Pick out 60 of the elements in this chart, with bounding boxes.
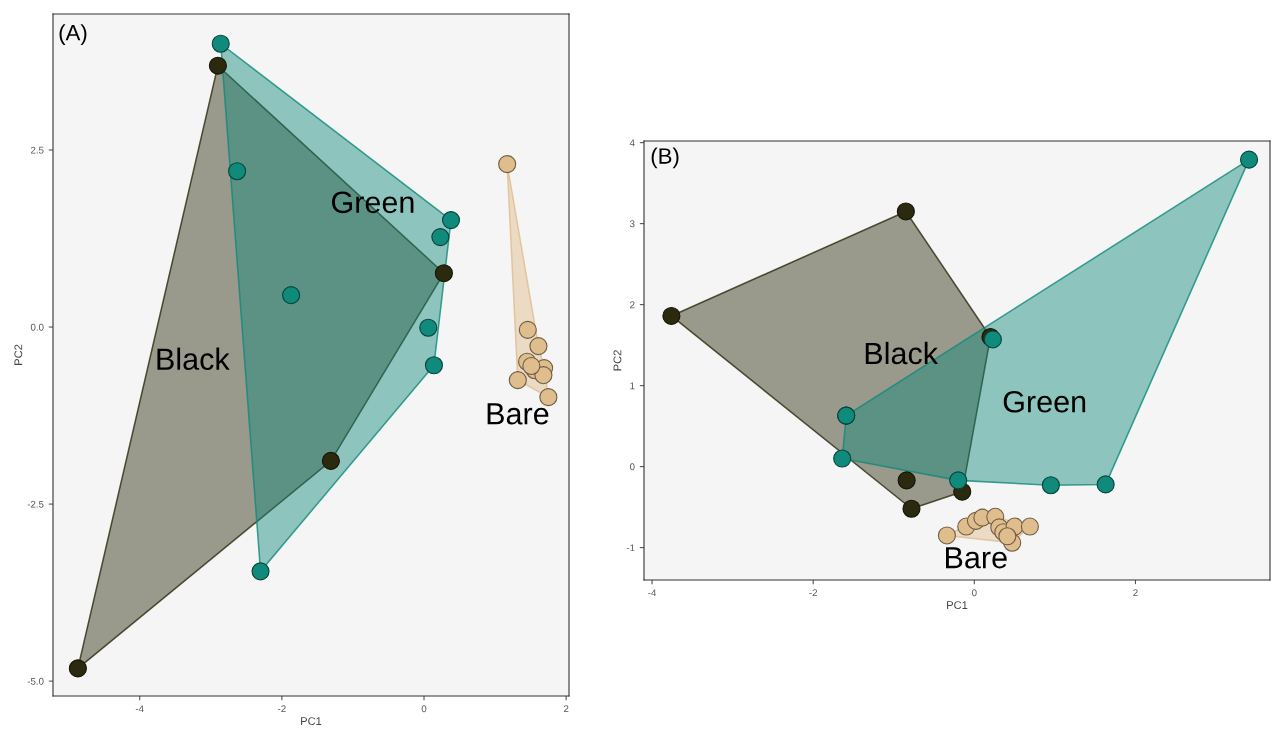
- y-tick-label: 1: [630, 382, 635, 390]
- point: [282, 286, 301, 305]
- y-tick-label: 4: [629, 139, 635, 147]
- x-tick-label: -2: [277, 705, 286, 713]
- y-tick-label: -5.0: [27, 677, 44, 685]
- x-tick-label: 2: [563, 705, 569, 713]
- y-tick-label: -1: [626, 544, 635, 552]
- y-tick-label: 3: [629, 220, 635, 228]
- y-axis-title: PC2: [14, 344, 23, 365]
- annotation: Green: [332, 191, 414, 214]
- annotation: Green: [1003, 390, 1086, 413]
- y-axis-title: PC2: [613, 350, 622, 371]
- x-tick-label: -4: [135, 705, 144, 713]
- y-tick-label: 0: [629, 463, 635, 471]
- point: [949, 471, 968, 490]
- point: [529, 337, 548, 356]
- point: [424, 356, 444, 375]
- x-tick-label: 0: [972, 589, 977, 597]
- chart-title: (B): [651, 147, 679, 169]
- point: [441, 211, 461, 230]
- x-axis-title: PC1: [947, 601, 968, 610]
- point: [897, 471, 916, 490]
- point: [211, 34, 230, 53]
- point: [228, 162, 247, 181]
- point: [251, 562, 270, 581]
- point: [508, 371, 527, 390]
- point: [522, 356, 541, 376]
- y-tick-label: 0.0: [30, 323, 44, 331]
- point: [534, 366, 553, 385]
- x-axis-title: PC1: [301, 717, 322, 726]
- annotation: Black: [157, 347, 230, 371]
- point: [1041, 476, 1060, 495]
- point: [896, 202, 915, 221]
- point: [431, 228, 450, 247]
- x-tick-label: -2: [809, 589, 818, 597]
- point: [902, 499, 921, 518]
- point: [498, 155, 517, 174]
- point: [419, 318, 438, 337]
- x-tick-label: 0: [421, 705, 427, 713]
- point: [662, 306, 681, 326]
- y-tick-label: -2.5: [27, 500, 44, 508]
- point: [998, 527, 1017, 546]
- x-tick-label: 2: [1133, 589, 1138, 597]
- annotation: Bare: [487, 403, 549, 425]
- point: [1239, 150, 1259, 169]
- y-tick-label: 2.5: [30, 146, 44, 154]
- chart-title: (A): [59, 24, 87, 45]
- x-tick-label: -4: [648, 589, 657, 597]
- point: [833, 449, 852, 468]
- point: [937, 526, 956, 545]
- point: [208, 56, 227, 75]
- point: [518, 320, 537, 339]
- point: [1096, 475, 1115, 494]
- point: [321, 451, 340, 470]
- annotation: Bare: [946, 547, 1007, 569]
- y-tick-label: 2: [630, 301, 635, 309]
- point: [68, 659, 87, 678]
- annotation: Black: [865, 341, 939, 365]
- point: [434, 264, 453, 283]
- point: [1020, 517, 1039, 536]
